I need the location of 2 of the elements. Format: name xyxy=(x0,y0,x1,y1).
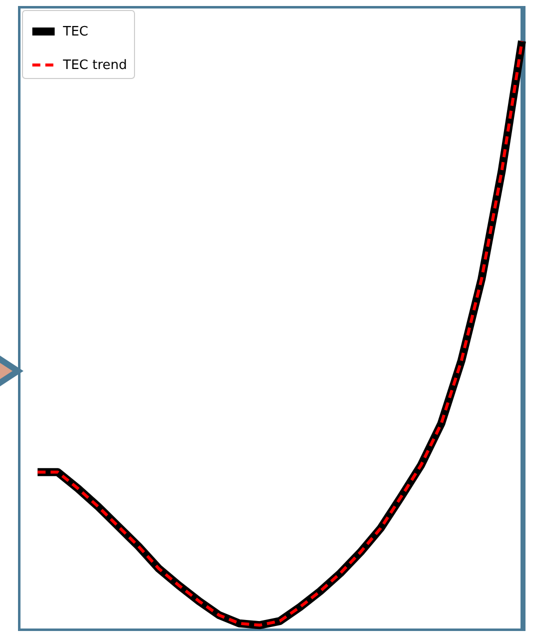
legend-label: TEC trend xyxy=(62,58,128,73)
legend-label: TEC xyxy=(62,24,88,40)
